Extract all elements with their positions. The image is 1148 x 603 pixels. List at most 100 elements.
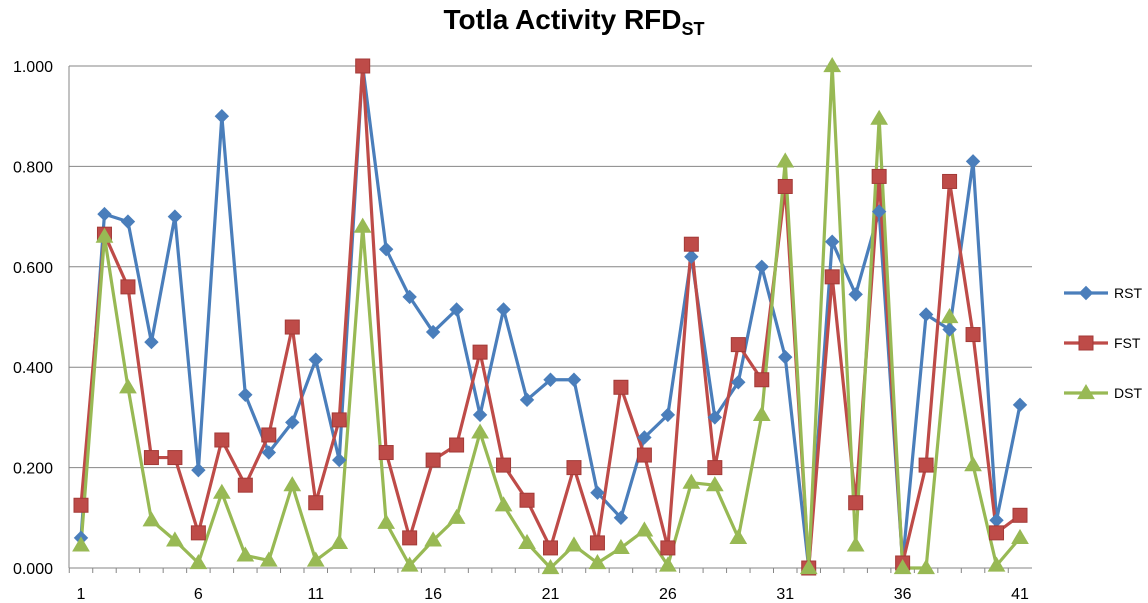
- point-dst-10: [283, 476, 302, 492]
- point-dst-16: [424, 531, 442, 547]
- point-fst-20: [519, 492, 535, 508]
- point-rst-24: [613, 510, 629, 526]
- point-dst-8: [236, 546, 255, 562]
- point-fst-7: [214, 432, 230, 448]
- point-dst-29: [729, 528, 748, 544]
- point-dst-4: [142, 511, 161, 527]
- point-rst-38: [942, 322, 957, 337]
- point-dst-7: [212, 483, 231, 499]
- point-dst-5: [166, 531, 184, 547]
- point-rst-20: [519, 392, 535, 408]
- point-dst-11: [306, 551, 325, 567]
- point-rst-19: [496, 302, 511, 317]
- point-fst-16: [425, 452, 441, 468]
- point-rst-10: [285, 415, 300, 430]
- point-dst-33: [823, 57, 842, 73]
- point-dst-14: [377, 513, 396, 529]
- legend-marker-fst: [1078, 335, 1094, 351]
- point-fst-8: [237, 477, 253, 493]
- point-rst-12: [332, 452, 347, 468]
- point-rst-21: [543, 372, 558, 387]
- point-dst-41: [1011, 528, 1029, 544]
- point-rst-2: [97, 206, 112, 222]
- point-dst-21: [541, 559, 560, 575]
- legend-marker-rst: [1078, 285, 1094, 301]
- point-rst-37: [918, 307, 934, 322]
- x-tick-label-3: 16: [424, 586, 442, 603]
- point-fst-19: [496, 457, 512, 473]
- point-rst-18: [472, 407, 488, 423]
- point-rst-14: [378, 242, 394, 257]
- point-fst-4: [143, 450, 159, 466]
- point-dst-26: [659, 556, 677, 572]
- point-dst-20: [518, 533, 536, 549]
- point-dst-34: [846, 536, 865, 552]
- point-dst-6: [189, 553, 208, 570]
- point-rst-3: [120, 214, 136, 229]
- point-dst-39: [964, 456, 982, 472]
- point-dst-2: [95, 227, 114, 243]
- point-rst-29: [731, 375, 746, 390]
- point-fst-5: [167, 450, 183, 466]
- point-rst-34: [848, 287, 863, 302]
- point-dst-40: [987, 556, 1006, 572]
- point-fst-38: [942, 173, 958, 189]
- point-rst-31: [778, 349, 793, 365]
- legend-label-rst: RST: [1114, 285, 1142, 301]
- point-rst-6: [191, 462, 206, 478]
- point-dst-22: [565, 536, 583, 552]
- point-fst-1: [73, 497, 89, 513]
- point-rst-8: [238, 387, 253, 403]
- point-dst-31: [776, 152, 795, 168]
- point-rst-7: [214, 108, 230, 124]
- legend-label-fst: FST: [1114, 335, 1141, 351]
- point-fst-40: [989, 525, 1005, 541]
- point-dst-12: [330, 533, 349, 549]
- x-tick-label-7: 36: [894, 586, 912, 603]
- point-fst-39: [965, 327, 981, 343]
- point-fst-6: [190, 525, 206, 541]
- point-dst-3: [119, 378, 137, 394]
- x-tick-label-6: 31: [776, 586, 794, 603]
- y-tick-label-5: 1.000: [13, 59, 53, 76]
- point-rst-25: [637, 430, 652, 445]
- point-rst-39: [965, 154, 981, 169]
- point-rst-5: [167, 209, 183, 224]
- point-rst-26: [660, 407, 676, 423]
- point-fst-22: [566, 460, 582, 476]
- point-rst-15: [402, 289, 417, 305]
- point-fst-11: [308, 495, 324, 511]
- x-tick-label-8: 41: [1011, 586, 1029, 603]
- point-dst-1: [72, 536, 90, 552]
- point-rst-11: [308, 352, 323, 367]
- point-dst-15: [400, 556, 419, 572]
- x-tick-label-5: 26: [659, 586, 677, 603]
- point-fst-13: [355, 58, 371, 74]
- point-dst-25: [635, 521, 654, 537]
- x-tick-label-0: 1: [77, 586, 86, 603]
- point-fst-14: [378, 445, 394, 461]
- point-fst-35: [871, 168, 887, 184]
- point-rst-16: [425, 324, 441, 340]
- x-tick-label-1: 6: [194, 586, 203, 603]
- point-fst-34: [848, 495, 864, 511]
- point-fst-37: [918, 457, 934, 473]
- point-rst-40: [989, 513, 1004, 528]
- point-fst-33: [824, 269, 840, 285]
- point-fst-9: [261, 427, 277, 443]
- point-fst-31: [777, 178, 793, 194]
- point-dst-30: [752, 405, 771, 421]
- point-dst-37: [917, 559, 935, 575]
- point-fst-25: [636, 447, 652, 463]
- point-dst-24: [612, 538, 630, 555]
- point-rst-35: [871, 204, 887, 219]
- chart-title-subscript: ST: [681, 19, 705, 39]
- point-fst-30: [754, 372, 770, 388]
- point-rst-28: [707, 410, 723, 425]
- point-dst-19: [494, 496, 513, 512]
- point-dst-32: [799, 559, 818, 575]
- point-fst-28: [707, 460, 723, 476]
- y-tick-label-3: 0.600: [13, 260, 53, 277]
- y-tick-label-1: 0.200: [13, 461, 53, 478]
